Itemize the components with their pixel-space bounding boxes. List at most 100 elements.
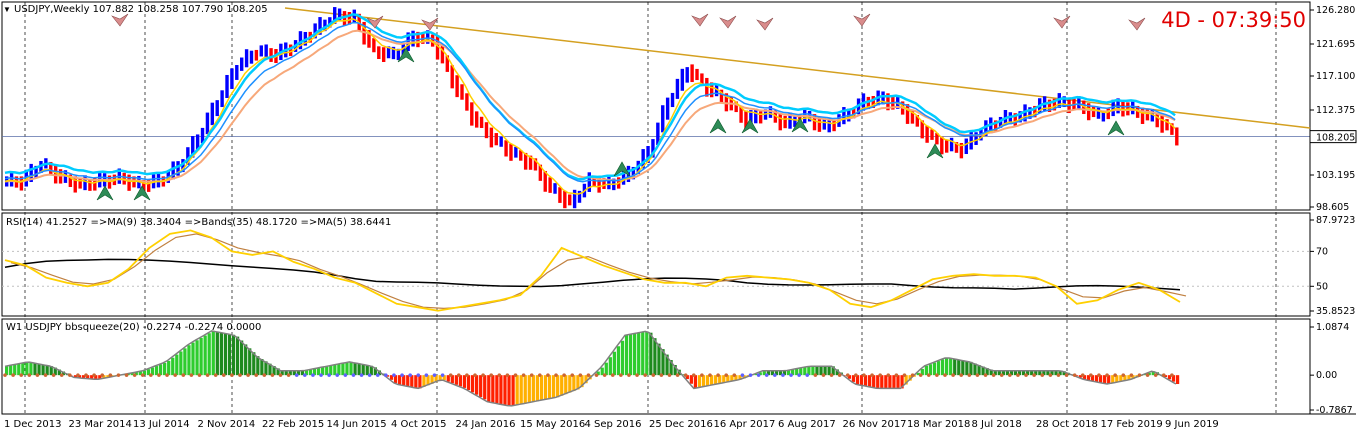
bbs-bar-235 xyxy=(957,359,961,376)
bbs-bar-188 xyxy=(766,370,770,376)
bbs-bar-140 xyxy=(572,375,576,392)
bbs-bar-208 xyxy=(847,375,852,379)
price-bar-150 xyxy=(739,105,743,123)
sell-arrow-1 xyxy=(366,15,384,29)
bbs-dot-104 xyxy=(424,373,429,377)
bbs-dot-200 xyxy=(813,373,818,377)
bbs-bar-159 xyxy=(649,332,653,376)
bbs-bar-171 xyxy=(697,375,702,388)
bbs-bar-122 xyxy=(499,375,503,405)
price-bar-110 xyxy=(543,170,547,192)
bbs-bar-233 xyxy=(949,357,953,376)
bbs-dot-148 xyxy=(602,373,607,377)
bbs-outline xyxy=(4,330,1177,407)
bbs-bar-116 xyxy=(475,375,479,395)
bbs-bar-134 xyxy=(547,375,552,399)
bbs-bar-135 xyxy=(551,375,556,399)
x-label-16: 28 Oct 2018 xyxy=(1036,419,1098,430)
price-bar-104 xyxy=(514,146,518,158)
bbs-bar-193 xyxy=(786,370,791,376)
bbs-bar-209 xyxy=(851,375,856,382)
bbs-dot-208 xyxy=(845,373,850,377)
price-bar-195 xyxy=(959,142,964,159)
price-bar-191 xyxy=(940,136,944,155)
x-label-7: 24 Jan 2016 xyxy=(456,419,516,430)
bbs-bar-165 xyxy=(673,364,677,376)
bbs-bar-52 xyxy=(215,331,219,376)
bbs-bar-45 xyxy=(187,345,191,376)
bbs-bar-81 xyxy=(333,364,337,376)
bbs-bar-2 xyxy=(13,364,17,376)
price-bar-6 xyxy=(34,165,38,178)
bbs-bar-186 xyxy=(758,372,762,376)
bbs-dot-12 xyxy=(51,373,56,377)
main-tick-2: 117.100 xyxy=(1316,71,1355,82)
x-label-18: 9 Jun 2019 xyxy=(1165,419,1219,430)
sell-arrow-2 xyxy=(421,17,439,31)
bbs-bar-219 xyxy=(892,375,896,389)
bbs-bar-14 xyxy=(61,371,65,376)
price-bar-96 xyxy=(475,111,479,128)
price-bar-200 xyxy=(984,120,988,136)
bbs-dot-94 xyxy=(384,373,388,377)
price-bar-225 xyxy=(1106,108,1110,120)
bbs-bar-131 xyxy=(535,375,540,402)
menu-triangle-icon[interactable]: ▼ xyxy=(3,5,11,14)
x-label-17: 17 Feb 2019 xyxy=(1101,419,1163,430)
bbs-bar-85 xyxy=(349,361,353,376)
bbs-bar-5 xyxy=(25,362,29,376)
price-bar-192 xyxy=(945,140,949,153)
sell-arrow-4 xyxy=(719,15,737,29)
bbs-bar-185 xyxy=(754,373,758,376)
bbs-bar-56 xyxy=(231,334,236,376)
price-bar-98 xyxy=(484,122,489,139)
bbs-bar-57 xyxy=(235,336,240,376)
bbs-bar-149 xyxy=(608,357,612,376)
bbs-dot-86 xyxy=(351,373,356,377)
bbs-dot-142 xyxy=(578,373,583,377)
bbs-bar-170 xyxy=(693,375,698,389)
x-label-4: 22 Feb 2015 xyxy=(262,419,324,430)
bbs-dot-204 xyxy=(829,373,834,377)
bbs-bar-175 xyxy=(714,375,718,385)
bbs-bar-76 xyxy=(312,368,317,376)
bbs-bar-220 xyxy=(896,375,900,389)
x-label-10: 25 Dec 2016 xyxy=(649,419,713,430)
price-bar-145 xyxy=(714,85,719,97)
price-bar-44 xyxy=(220,90,224,108)
price-bar-160 xyxy=(788,112,792,129)
bbs-bar-250 xyxy=(1017,370,1022,376)
bbs-dot-164 xyxy=(667,373,672,377)
bbs-bar-18 xyxy=(77,375,82,378)
bbs-dot-206 xyxy=(837,373,842,377)
bbs-bar-278 xyxy=(1131,375,1135,380)
bbs-dot-172 xyxy=(700,373,704,377)
bbs-bar-17 xyxy=(73,375,78,378)
bbs-bar-7 xyxy=(33,362,37,376)
price-bar-143 xyxy=(705,77,709,97)
bbs-bar-50 xyxy=(207,333,211,376)
bbs-bar-25 xyxy=(106,375,110,378)
price-bar-226 xyxy=(1111,99,1115,117)
bbs-bar-268 xyxy=(1090,375,1095,381)
bbs-bar-80 xyxy=(329,365,333,376)
bbs-dot-242 xyxy=(983,373,988,377)
bbs-bar-43 xyxy=(179,351,183,376)
bbs-bar-59 xyxy=(244,344,248,376)
price-bar-14 xyxy=(73,176,77,193)
price-bar-151 xyxy=(744,110,748,129)
price-bar-194 xyxy=(954,142,959,153)
price-bar-235 xyxy=(1155,113,1159,128)
rsi-bands-line xyxy=(4,258,1181,291)
bbs-dot-146 xyxy=(594,373,599,377)
bbs-dot-112 xyxy=(456,373,461,377)
bbs-bar-4 xyxy=(21,363,25,376)
bbs-bar-86 xyxy=(353,362,357,376)
bbs-dot-50 xyxy=(205,373,210,377)
bbs-bar-101 xyxy=(414,375,418,388)
bbs-bar-133 xyxy=(543,375,548,400)
bbs-bar-259 xyxy=(1054,370,1058,376)
price-bar-13 xyxy=(68,174,73,187)
